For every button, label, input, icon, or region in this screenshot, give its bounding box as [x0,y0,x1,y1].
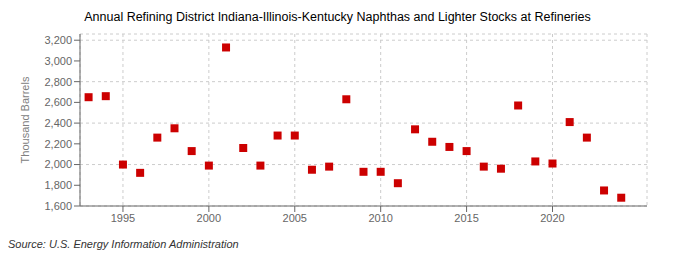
svg-text:2,600: 2,600 [44,96,72,108]
svg-text:3,000: 3,000 [44,55,72,67]
svg-text:2010: 2010 [368,212,392,224]
svg-text:3,200: 3,200 [44,34,72,46]
svg-text:2,800: 2,800 [44,76,72,88]
svg-text:1995: 1995 [111,212,135,224]
svg-text:2005: 2005 [283,212,307,224]
svg-text:1,800: 1,800 [44,179,72,191]
html-text:Annual Refining District India: Annual Refining District Indiana-Illinoi… [84,10,591,24]
svg-text:Thousand Barrels: Thousand Barrels [19,76,31,163]
svg-text:2,000: 2,000 [44,158,72,170]
svg-text:2,400: 2,400 [44,117,72,129]
svg-text:2020: 2020 [540,212,564,224]
html-text:Source: U.S. Energy Informatio: Source: U.S. Energy Information Administ… [8,238,239,250]
svg-text:2015: 2015 [454,212,478,224]
svg-text:2,200: 2,200 [44,138,72,150]
svg-text:2000: 2000 [197,212,221,224]
svg-text:1,600: 1,600 [44,200,72,212]
